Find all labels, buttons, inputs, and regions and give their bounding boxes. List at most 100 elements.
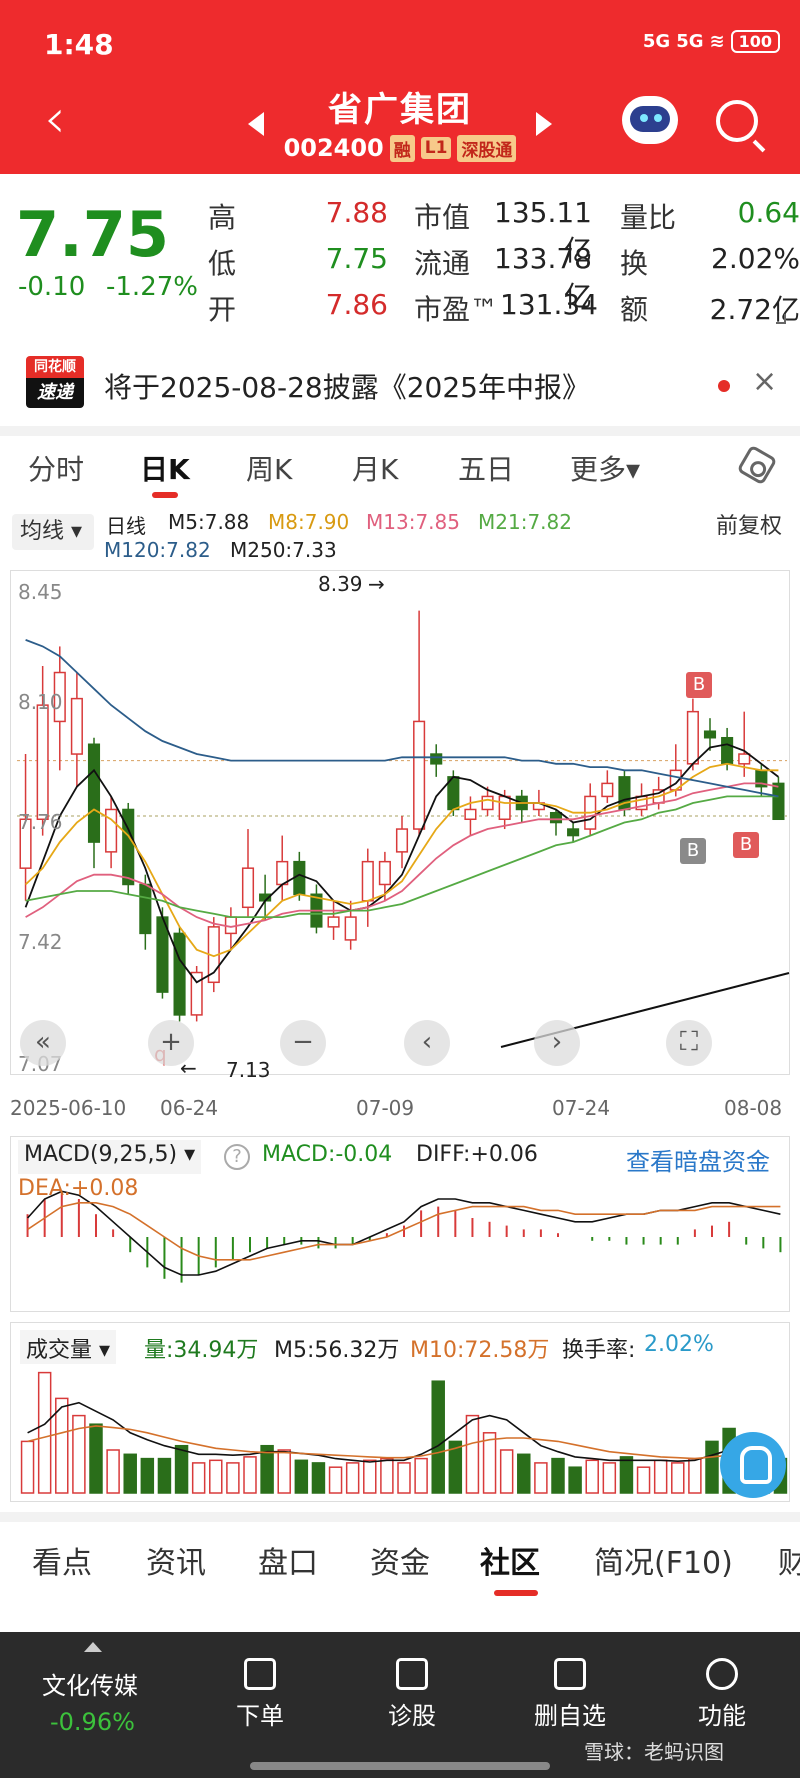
macd-chart [26,1190,782,1283]
help-icon[interactable]: ? [224,1144,250,1170]
remove-watchlist-button[interactable]: 删自选 [528,1658,612,1731]
tab-orderbook[interactable]: 盘口 [258,1546,318,1581]
notice-text[interactable]: 将于2025-08-28披露《2025年中报》 [104,371,590,404]
expand-icon[interactable] [776,314,786,324]
volume-bar [585,1459,599,1494]
minus-icon [554,1658,586,1690]
volume-bar [328,1466,343,1494]
adjust-mode[interactable]: 前复权 [716,514,783,539]
functions-button[interactable]: 功能 [690,1658,754,1731]
ai-assistant-icon[interactable] [622,96,678,144]
float-value: 133.78亿 [494,242,592,313]
tab-monthly-k[interactable]: 月K [352,453,399,486]
collapse-left-icon[interactable]: « [20,1020,66,1066]
kline-panel[interactable] [10,570,790,1075]
price-axis-label: 8.45 [18,580,63,604]
ma21-value: M21:7.82 [478,510,572,534]
tab-news[interactable]: 资讯 [146,1546,206,1581]
wifi-icon: ≋ [709,31,725,52]
volume-bar [671,1462,685,1494]
volume-bar [636,1466,651,1494]
volume-bar [277,1449,291,1494]
tab-more[interactable]: 更多▾ [570,453,641,486]
candle [378,851,391,901]
tab-capital[interactable]: 资金 [370,1546,430,1581]
buy-signal-badge: B [686,672,712,698]
candle [481,786,494,816]
volume-chart [20,1371,788,1494]
diff-value: DIFF:+0.06 [416,1142,538,1167]
indicator-select[interactable]: 均线 ▾ [12,514,94,550]
divider [0,426,800,436]
diagnose-button[interactable]: 诊股 [380,1658,444,1731]
settings-icon[interactable] [736,444,778,486]
mcap-label: 市值 [414,201,471,234]
stock-name: 省广集团 [328,90,472,130]
volume-bar [243,1456,257,1494]
home-indicator[interactable] [250,1762,550,1770]
ma13-value: M13:7.85 [366,510,460,534]
dark-pool-link[interactable]: 查看暗盘资金 [626,1148,770,1176]
low-value: 7.75 [325,242,388,275]
candle [36,666,49,836]
tab-profile[interactable]: 简况(F10) [594,1546,733,1581]
ma-line-m5 [24,743,779,984]
signal-icon: 5G [642,31,671,52]
back-button[interactable]: ‹ [44,87,66,150]
ma-line-m21 [25,795,779,919]
tab-highlights[interactable]: 看点 [32,1546,92,1581]
volume-bar [37,1371,52,1494]
high-label: 高 [208,201,237,234]
macd-select[interactable]: MACD(9,25,5) ▾ [18,1140,202,1174]
tab-weekly-k[interactable]: 周K [246,453,293,486]
price-change-pct: -1.27% [106,272,198,302]
tab-five-day[interactable]: 五日 [458,453,515,486]
pe-value: 131.34 [500,288,598,321]
search-icon[interactable] [716,100,758,142]
zoom-out-button[interactable]: − [280,1020,326,1066]
volume-bar [517,1453,531,1494]
volume-select[interactable]: 成交量 ▾ [20,1330,117,1364]
volume-bar [465,1414,480,1494]
prev-stock-icon[interactable] [248,112,264,136]
order-button[interactable]: 下单 [228,1658,292,1731]
volume-bar [123,1453,137,1494]
volume-bar [55,1397,69,1494]
candle [87,737,101,869]
volume-bar [20,1440,35,1494]
tab-intraday[interactable]: 分时 [28,453,85,486]
signal-icon: 5G [676,31,704,52]
volume-bar [363,1459,377,1494]
candle [344,900,357,950]
stock-code: 002400 [283,134,384,162]
close-icon[interactable]: × [752,364,778,399]
lightbulb-icon[interactable] [720,1432,786,1498]
zoom-in-button[interactable]: + [148,1020,194,1066]
buy-signal-badge: B [680,838,706,864]
battery-icon: 100 [730,30,780,53]
scroll-next-button[interactable]: › [534,1020,580,1066]
app-header: 1:48 5G 5G ≋ 100 ‹ 省广集团 002400 融 L1 深股通 [0,0,800,174]
volume-bar [311,1462,326,1494]
next-stock-icon[interactable] [536,112,552,136]
open-label: 开 [208,293,237,326]
price-axis-label: 7.76 [18,810,63,834]
tab-finance[interactable]: 财 [778,1546,800,1581]
volume-bar [619,1456,634,1494]
volume-bar [705,1440,719,1494]
amount-label: 额 [620,293,649,326]
macd-panel[interactable] [10,1136,790,1312]
date-label: 2025-06-10 [10,1096,127,1120]
volume-bar [653,1459,668,1494]
candle [190,966,203,1022]
tab-daily-k[interactable]: 日K [140,453,190,486]
volume-panel[interactable] [10,1322,790,1502]
fullscreen-icon[interactable]: ⛶ [666,1020,712,1066]
volume-bar [72,1414,86,1494]
sector-name[interactable]: 文化传媒 [42,1672,138,1700]
low-label: 低 [208,247,237,280]
tab-community[interactable]: 社区 [480,1546,540,1581]
scroll-prev-button[interactable]: ‹ [404,1020,450,1066]
macd-value: MACD:-0.04 [262,1142,393,1167]
date-label: 07-09 [356,1096,415,1120]
